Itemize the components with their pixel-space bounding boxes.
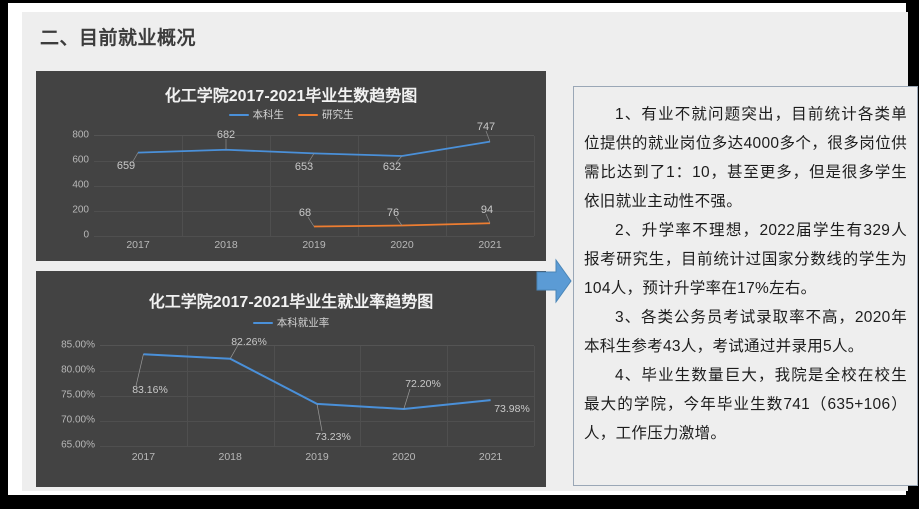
x-tick: 2018 [218,451,242,463]
y-tick: 600 [72,154,89,166]
x-tick: 2017 [126,239,150,251]
y-tick: 85.00% [61,339,95,351]
page-title: 二、目前就业概况 [40,28,197,49]
x-tick: 2020 [390,239,414,251]
legend-label: 本科生 [252,109,285,121]
data-label: 632 [382,161,402,173]
line-grad [313,222,491,228]
chart-graduates-trend: 化工学院2017-2021毕业生数趋势图 本科生 研究生 [36,71,546,261]
legend-swatch-orange [298,113,318,116]
note-item-2: 2、升学率不理想，2022届学生有329人报考研究生，目前统计过国家分数线的学生… [584,221,907,297]
y-tick: 400 [72,179,89,191]
y-tick: 0 [83,229,89,241]
y-tick: 200 [72,204,89,216]
plot-area: 85.00% 80.00% 75.00% 70.00% 65.00% 83.16… [61,336,535,465]
slide-page: 二、目前就业概况 化工学院2017-2021毕业生数趋势图 本科生 研究生 [8,3,918,495]
plot-grid [94,135,535,237]
data-label: 94 [480,204,494,216]
data-label: 653 [294,161,314,173]
x-tick: 2018 [214,239,238,251]
series-lines [135,344,491,432]
x-tick: 2021 [478,451,503,463]
chart-legend: 本科就业率 [36,315,546,330]
chart-legend: 本科生 研究生 [36,107,546,122]
note-item-3: 3、各类公务员考试录取率不高，2020年本科生参考43人，考试通过并录用5人。 [584,308,907,355]
note-item-1: 1、有业不就问题突出，目前统计各类单位提供的就业岗位多达4000多个，很多岗位供… [584,106,907,210]
data-label: 73.23% [315,431,351,443]
line-undergrad [137,140,491,157]
legend-item-grad: 研究生 [298,107,354,122]
legend-item-employment-rate: 本科就业率 [252,315,330,330]
y-tick: 75.00% [61,389,95,401]
data-label: 72.20% [405,378,441,390]
y-tick: 65.00% [61,439,95,451]
legend-label: 研究生 [322,109,354,121]
series-lines [131,130,491,228]
slide-canvas: 二、目前就业概况 化工学院2017-2021毕业生数趋势图 本科生 研究生 [22,12,918,491]
data-label: 68 [298,207,312,219]
legend-swatch-blue [228,113,249,116]
y-tick: 80.00% [61,364,95,376]
plot-grid [100,345,535,447]
x-tick: 2019 [305,451,329,463]
summary-text-panel: 1、有业不就问题突出，目前统计各类单位提供的就业岗位多达4000多个，很多岗位供… [573,86,918,486]
right-arrow-icon [536,258,572,304]
x-tick: 2020 [392,451,416,463]
legend-item-undergrad: 本科生 [228,107,285,122]
data-label: 82.26% [231,336,267,348]
y-tick: 70.00% [61,414,95,426]
x-tick: 2017 [131,451,156,463]
chart-employment-rate-trend: 化工学院2017-2021毕业生就业率趋势图 本科就业率 [36,271,546,487]
data-label: 747 [476,121,496,133]
chart-title: 化工学院2017-2021毕业生就业率趋势图 [148,294,434,311]
data-label: 682 [216,129,236,141]
plot-area: 800 600 400 200 0 [72,121,535,251]
note-item-4: 4、毕业生数量巨大，我院是全校在校生最大的学院，今年毕业生数741（635+10… [584,366,907,442]
data-label: 659 [116,160,136,172]
data-label: 76 [386,207,400,219]
x-tick: 2021 [478,239,502,251]
data-label: 83.16% [132,384,168,396]
x-tick: 2019 [302,239,326,251]
chart-title: 化工学院2017-2021毕业生数趋势图 [164,88,418,105]
y-tick: 800 [72,129,89,141]
legend-swatch-blue [252,321,273,324]
data-label: 73.98% [494,403,530,415]
legend-label: 本科就业率 [276,317,330,329]
